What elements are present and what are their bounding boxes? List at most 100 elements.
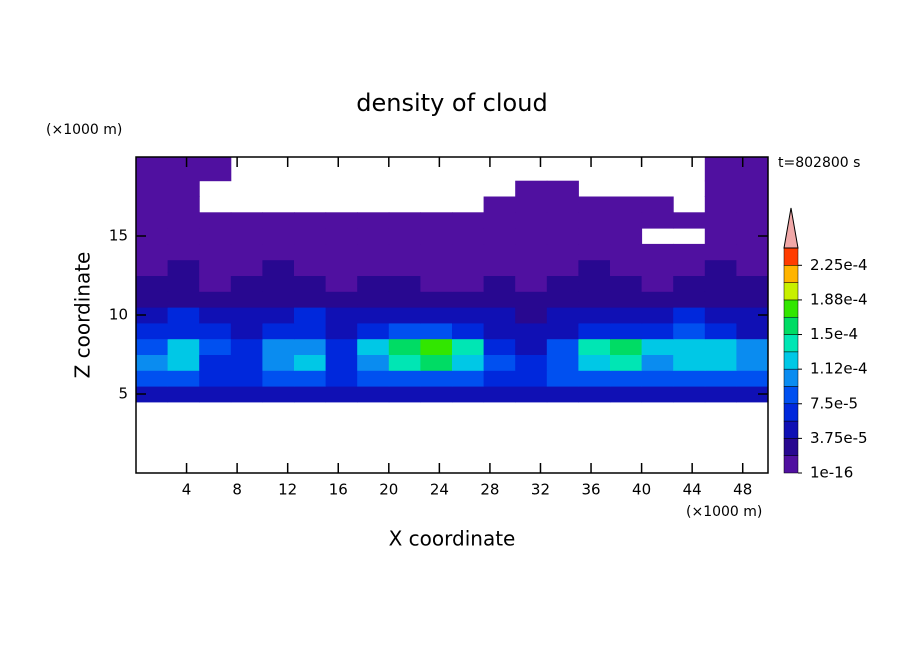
contour-cell	[736, 386, 769, 403]
contour-cell	[357, 275, 390, 292]
contour-cell	[546, 338, 579, 355]
contour-cell	[294, 370, 327, 387]
colorbar-tick-label: 7.5e-5	[810, 394, 858, 412]
contour-cell	[673, 275, 706, 292]
contour-cell	[294, 228, 327, 245]
contour-cell	[388, 228, 421, 245]
contour-cell	[736, 157, 769, 182]
contour-cell	[546, 322, 579, 340]
contour-cell	[357, 354, 390, 371]
contour-cell	[452, 307, 485, 324]
contour-cell	[325, 354, 358, 371]
contour-cell	[452, 228, 485, 245]
contour-cell	[736, 259, 769, 276]
contour-cell	[167, 338, 200, 355]
contour-cell	[325, 338, 358, 355]
colorbar-box	[783, 247, 799, 266]
contour-cell	[673, 354, 706, 371]
contour-cell	[357, 243, 390, 261]
contour-cell	[673, 338, 706, 355]
contour-cell	[610, 275, 643, 292]
contour-cell	[420, 228, 453, 245]
contour-cell	[578, 386, 611, 403]
contour-cell	[483, 275, 516, 292]
colorbar-box	[783, 403, 799, 422]
contour-cell	[673, 212, 706, 229]
contour-cell	[736, 275, 769, 292]
contour-cell	[136, 259, 169, 276]
contour-cell	[641, 322, 674, 340]
contour-cell	[167, 386, 200, 403]
contour-cell	[136, 370, 169, 387]
contour-cell	[136, 307, 169, 324]
contour-cell	[199, 370, 232, 387]
contour-cell	[294, 338, 327, 355]
contour-cell	[673, 243, 706, 261]
contour-cell	[230, 228, 263, 245]
contour-cell	[704, 196, 737, 213]
contour-cell	[736, 338, 769, 355]
contour-cell	[199, 386, 232, 403]
contour-cell	[515, 180, 548, 197]
contour-cell	[736, 370, 769, 387]
y-tick-label: 15	[109, 227, 128, 245]
contour-cell	[262, 322, 295, 340]
contour-cell	[167, 275, 200, 292]
contour-cell	[294, 243, 327, 261]
contour-cell	[325, 275, 358, 292]
contour-cell	[357, 291, 390, 308]
contour-cell	[610, 291, 643, 308]
contour-cell	[199, 338, 232, 355]
colorbar-tick-label: 3.75e-5	[810, 429, 868, 447]
contour-cell	[294, 275, 327, 292]
contour-cell	[357, 338, 390, 355]
contour-cell	[262, 291, 295, 308]
contour-cell	[641, 338, 674, 355]
contour-cell	[673, 259, 706, 276]
contour-cell	[641, 275, 674, 292]
contour-cell	[136, 354, 169, 371]
contour-cell	[452, 386, 485, 403]
contour-cell	[357, 259, 390, 276]
contour-cell	[452, 212, 485, 229]
contour-cell	[736, 322, 769, 340]
colorbar-over	[783, 207, 799, 249]
contour-cell	[167, 291, 200, 308]
contour-cell	[262, 275, 295, 292]
contour-cell	[736, 291, 769, 308]
contour-cell	[515, 228, 548, 245]
contour-cell	[167, 157, 200, 182]
contour-cell	[420, 243, 453, 261]
contour-cell	[388, 291, 421, 308]
contour-cell	[704, 157, 737, 182]
contour-cell	[578, 322, 611, 340]
contour-cell	[546, 228, 579, 245]
contour-cell	[294, 259, 327, 276]
contour-cell	[641, 370, 674, 387]
contour-cell	[136, 386, 169, 403]
contour-cell	[546, 275, 579, 292]
contour-cell	[199, 322, 232, 340]
contour-cell	[515, 386, 548, 403]
contour-cell	[199, 228, 232, 245]
contour-cell	[483, 370, 516, 387]
contour-cell	[483, 196, 516, 213]
x-tick-label: 4	[182, 481, 192, 499]
x-tick-label: 28	[480, 481, 499, 499]
contour-cell	[452, 291, 485, 308]
contour-cell	[641, 307, 674, 324]
contour-cell	[546, 259, 579, 276]
contour-cell	[420, 275, 453, 292]
contour-cell	[452, 338, 485, 355]
contour-cell	[673, 291, 706, 308]
contour-cell	[199, 212, 232, 229]
contour-cell	[736, 354, 769, 371]
contour-cell	[704, 354, 737, 371]
colorbar-box	[783, 386, 799, 405]
contour-cell	[199, 275, 232, 292]
x-tick-label: 40	[632, 481, 651, 499]
contour-cell	[578, 338, 611, 355]
contour-cell	[578, 275, 611, 292]
